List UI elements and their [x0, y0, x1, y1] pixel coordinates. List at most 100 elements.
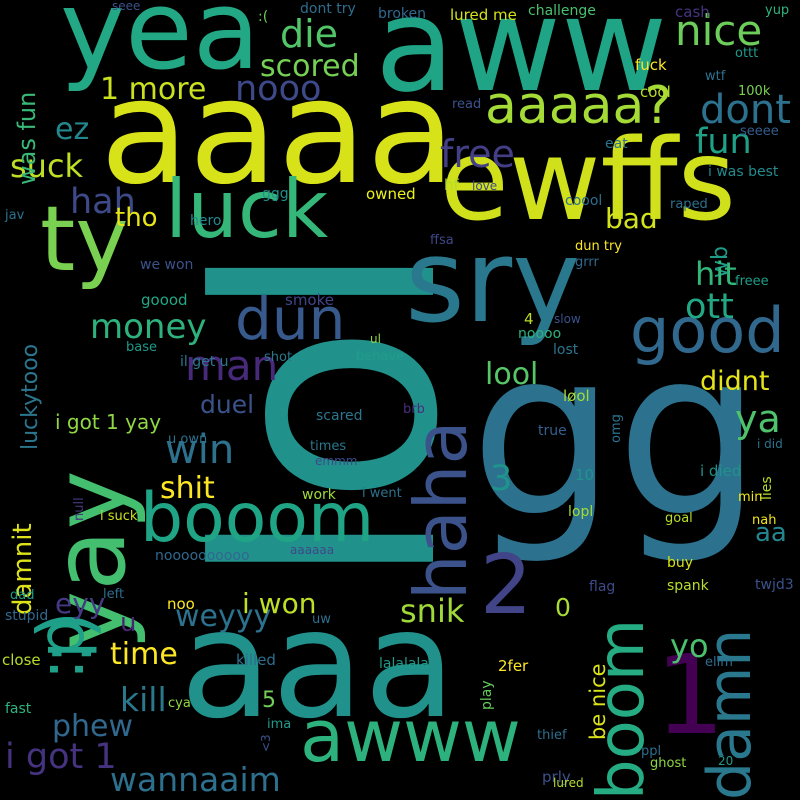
cloud-word: seee [112, 0, 141, 13]
cloud-word: buy [667, 555, 694, 571]
cloud-word: shit [160, 471, 215, 506]
cloud-word: noooooooooo [155, 548, 250, 564]
cloud-word: killed [236, 651, 276, 669]
cloud-word: noo [167, 595, 195, 613]
cloud-word: lost [553, 342, 579, 358]
cloud-word: goal [665, 511, 693, 526]
cloud-word: die [280, 12, 339, 56]
cloud-word: play [479, 680, 495, 710]
cloud-word: we won [140, 257, 194, 273]
cloud-word: booom [140, 479, 375, 558]
cloud-word: base [126, 340, 157, 355]
cloud-word: <3 [259, 734, 273, 752]
cloud-word: scored [260, 49, 360, 84]
cloud-word: ggg [262, 186, 289, 202]
cloud-word: read [452, 97, 482, 112]
cloud-word: phew [52, 709, 134, 744]
cloud-word: left [103, 587, 125, 602]
cloud-word: 20 [718, 754, 734, 768]
cloud-word: kill [120, 680, 167, 719]
cloud-word: i did [757, 437, 783, 451]
cloud-word: i suck [100, 509, 138, 524]
cloud-word: money [90, 307, 207, 347]
cloud-word: was fun [13, 91, 41, 185]
cloud-word: i went [362, 486, 402, 501]
cloud-word: prly [542, 768, 571, 786]
cloud-word: challenge [528, 3, 596, 19]
cloud-word: flag [589, 579, 616, 595]
cloud-word: fast [5, 701, 32, 717]
cloud-word: ya [735, 397, 781, 441]
cloud-word: i got 1 yay [55, 410, 162, 434]
cloud-word: lured [553, 776, 584, 790]
cloud-word: fun [695, 122, 752, 162]
cloud-word: slow [554, 312, 581, 326]
cloud-word: fuck [635, 56, 667, 74]
cloud-word: luckytooo [18, 343, 43, 450]
cloud-word: jav [5, 208, 25, 223]
cloud-word: haha [399, 420, 483, 600]
cloud-word: awww [300, 694, 521, 778]
cloud-word: ott [685, 287, 734, 327]
cloud-word: times [310, 439, 347, 454]
cloud-word: i died [700, 462, 742, 480]
cloud-word: eyy [55, 587, 106, 620]
cloud-word: lool [485, 357, 539, 392]
cloud-word: omg [609, 414, 624, 443]
cloud-word: coool [565, 193, 603, 209]
cloud-word: raped [670, 197, 708, 212]
cloud-word: stupid [5, 608, 49, 624]
cloud-word: nooo [235, 69, 322, 109]
cloud-word: suck [10, 147, 84, 185]
cloud-word: 1 more [100, 72, 207, 107]
cloud-word: 1 [655, 631, 725, 759]
cloud-word: uw [312, 612, 331, 627]
cloud-word: bad [605, 202, 658, 235]
cloud-word: dun try [575, 239, 622, 254]
cloud-word: dad [10, 588, 35, 603]
cloud-word: min [738, 490, 763, 505]
cloud-word: aaaa [100, 48, 456, 217]
cloud-word: i won [242, 587, 317, 620]
cloud-word: man [185, 341, 279, 390]
cloud-word: dont [700, 87, 791, 133]
cloud-word: 2fer [498, 657, 529, 675]
cloud-word: wtf [705, 69, 726, 84]
cloud-word: thief [537, 728, 567, 743]
cloud-word: ppl [641, 744, 662, 759]
cloud-word: aa [755, 518, 787, 548]
cloud-word: weyyy [175, 599, 272, 634]
cloud-word: cya [168, 696, 191, 711]
cloud-word: :( [258, 9, 269, 25]
cloud-word: lopl [568, 504, 594, 520]
cloud-word: true [538, 423, 567, 439]
cloud-word: broken [378, 6, 426, 22]
cloud-word: :p [25, 617, 99, 680]
cloud-word: free [440, 132, 515, 176]
cloud-word: 5 [262, 688, 276, 713]
cloud-word: elim [705, 655, 733, 670]
cloud-word: spank [667, 578, 709, 594]
cloud-word: gg [470, 301, 762, 568]
cloud-word: noooo [518, 326, 562, 342]
cloud-word: sry [405, 215, 581, 349]
cloud-word: yo [670, 627, 709, 665]
cloud-word: be nice [586, 663, 610, 740]
cloud-word: ez [55, 112, 90, 147]
cloud-word: 3 [490, 459, 513, 499]
cloud-word: aaaaa? [485, 76, 672, 136]
cloud-word: freee [735, 274, 769, 289]
cloud-word: lured me [450, 6, 517, 24]
cloud-word: love [472, 179, 498, 193]
cloud-word: ewffs [440, 116, 737, 246]
cloud-word: 4 [524, 310, 534, 328]
cloud-word: 10 [575, 466, 595, 484]
cloud-word: smoke [285, 291, 334, 309]
cloud-word: aww [375, 0, 668, 121]
cloud-word: lalalala [379, 656, 429, 672]
cloud-word: brb [403, 402, 425, 417]
cloud-word: wannaaim [110, 760, 281, 799]
cloud-word: aaa [180, 578, 456, 752]
cloud-word: seeee [740, 124, 779, 139]
